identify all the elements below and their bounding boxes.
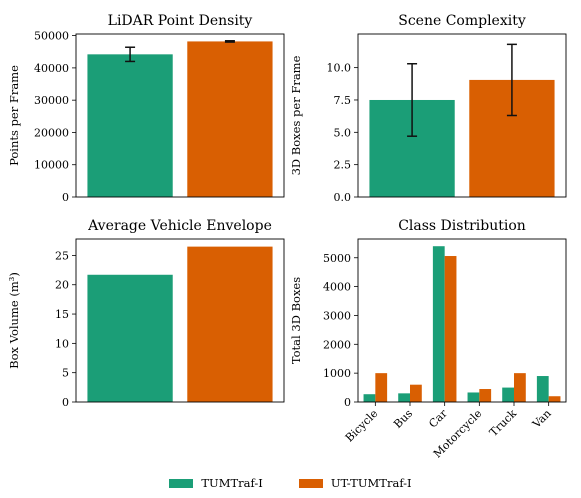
y-tick-label: 3000 <box>323 309 351 322</box>
chart-title: Class Distribution <box>398 218 526 234</box>
y-tick-label: 10 <box>55 337 69 350</box>
panel-1: LiDAR Point Density Points per Frame 0 1000… <box>7 13 285 204</box>
y-tick-label: 5 <box>62 367 69 380</box>
legend-label-tumtraf: TUMTraf-I <box>201 476 263 490</box>
bar-car-tumtraf <box>432 246 445 402</box>
plot-frame <box>357 238 567 403</box>
y-tick-label: 0 <box>62 191 69 204</box>
y-tick-label: 0 <box>344 396 351 409</box>
y-tick-label: 25 <box>55 249 69 262</box>
bar-motorcycle-ut-tumtraf <box>479 389 492 402</box>
x-tick-label: Truck <box>487 407 519 439</box>
y-tick-label: 1000 <box>323 367 351 380</box>
y-tick-label: 4000 <box>323 281 351 294</box>
y-tick-label: 5.0 <box>334 126 352 139</box>
bar-van-tumtraf <box>536 376 549 402</box>
x-tick-label: Van <box>529 407 553 431</box>
bar-bus-ut-tumtraf <box>410 384 422 402</box>
chart-title: LiDAR Point Density <box>108 13 253 29</box>
y-tick-label: 40000 <box>34 62 69 75</box>
y-tick-label: 0.0 <box>334 191 352 204</box>
legend-swatch-tumtraf <box>169 478 194 488</box>
y-tick-label: 0 <box>62 396 69 409</box>
bar-bus-tumtraf <box>398 393 410 402</box>
plot-frame <box>75 33 285 198</box>
y-tick-label: 20 <box>55 279 69 292</box>
y-tick-label: 15 <box>55 308 69 321</box>
y-axis-label: 3D Boxes per Frame <box>289 55 303 175</box>
y-tick-label: 20000 <box>34 126 69 139</box>
y-tick-label: 10.0 <box>327 62 352 75</box>
y-axis-label: Box Volume (m³) <box>7 272 21 369</box>
bar-bicycle-ut-tumtraf <box>375 373 388 402</box>
bar-ut-tumtraf <box>187 41 273 197</box>
bar-truck-tumtraf <box>502 387 514 402</box>
plot-frame <box>357 33 567 198</box>
chart-title: Average Vehicle Envelope <box>87 218 272 234</box>
y-tick-label: 30000 <box>34 94 69 107</box>
bar-truck-ut-tumtraf <box>514 373 526 402</box>
legend-swatch-ut-tumtraf <box>298 478 323 488</box>
y-axis-label: Points per Frame <box>7 65 21 166</box>
bar-van-ut-tumtraf <box>548 396 561 402</box>
legend: TUMTraf-I UT-TUMTraf-I <box>0 476 581 490</box>
bar-bicycle-tumtraf <box>363 394 376 402</box>
bar-car-ut-tumtraf <box>444 256 457 402</box>
bar-tumtraf <box>87 54 173 197</box>
x-tick-label: Bicycle <box>343 407 381 445</box>
panel-2: Scene Complexity 3D Boxes per Frame 0.0 2.5… <box>289 13 567 204</box>
x-tick-label: Bus <box>391 407 415 431</box>
y-tick-label: 2000 <box>323 338 351 351</box>
y-tick-label: 5000 <box>323 252 351 265</box>
chart-title: Scene Complexity <box>398 13 526 29</box>
panel-4: Class Distribution Total 3D Boxes 0 1000 200… <box>289 218 567 461</box>
bar-motorcycle-tumtraf <box>467 392 480 402</box>
x-tick-label: Car <box>426 406 450 430</box>
legend-item-tumtraf: TUMTraf-I <box>169 476 263 490</box>
panel-3: Average Vehicle Envelope Box Volume (m³) 0… <box>7 218 285 409</box>
legend-item-ut-tumtraf: UT-TUMTraf-I <box>298 476 412 490</box>
y-axis-label: Total 3D Boxes <box>289 277 303 364</box>
y-tick-label: 2.5 <box>334 159 352 172</box>
y-tick-label: 10000 <box>34 159 69 172</box>
bar-ut-tumtraf <box>187 246 273 402</box>
y-tick-label: 50000 <box>34 30 69 43</box>
bar-tumtraf <box>87 274 173 402</box>
plot-frame <box>75 238 285 403</box>
y-tick-label: 7.5 <box>334 94 352 107</box>
legend-label-ut-tumtraf: UT-TUMTraf-I <box>330 476 412 490</box>
